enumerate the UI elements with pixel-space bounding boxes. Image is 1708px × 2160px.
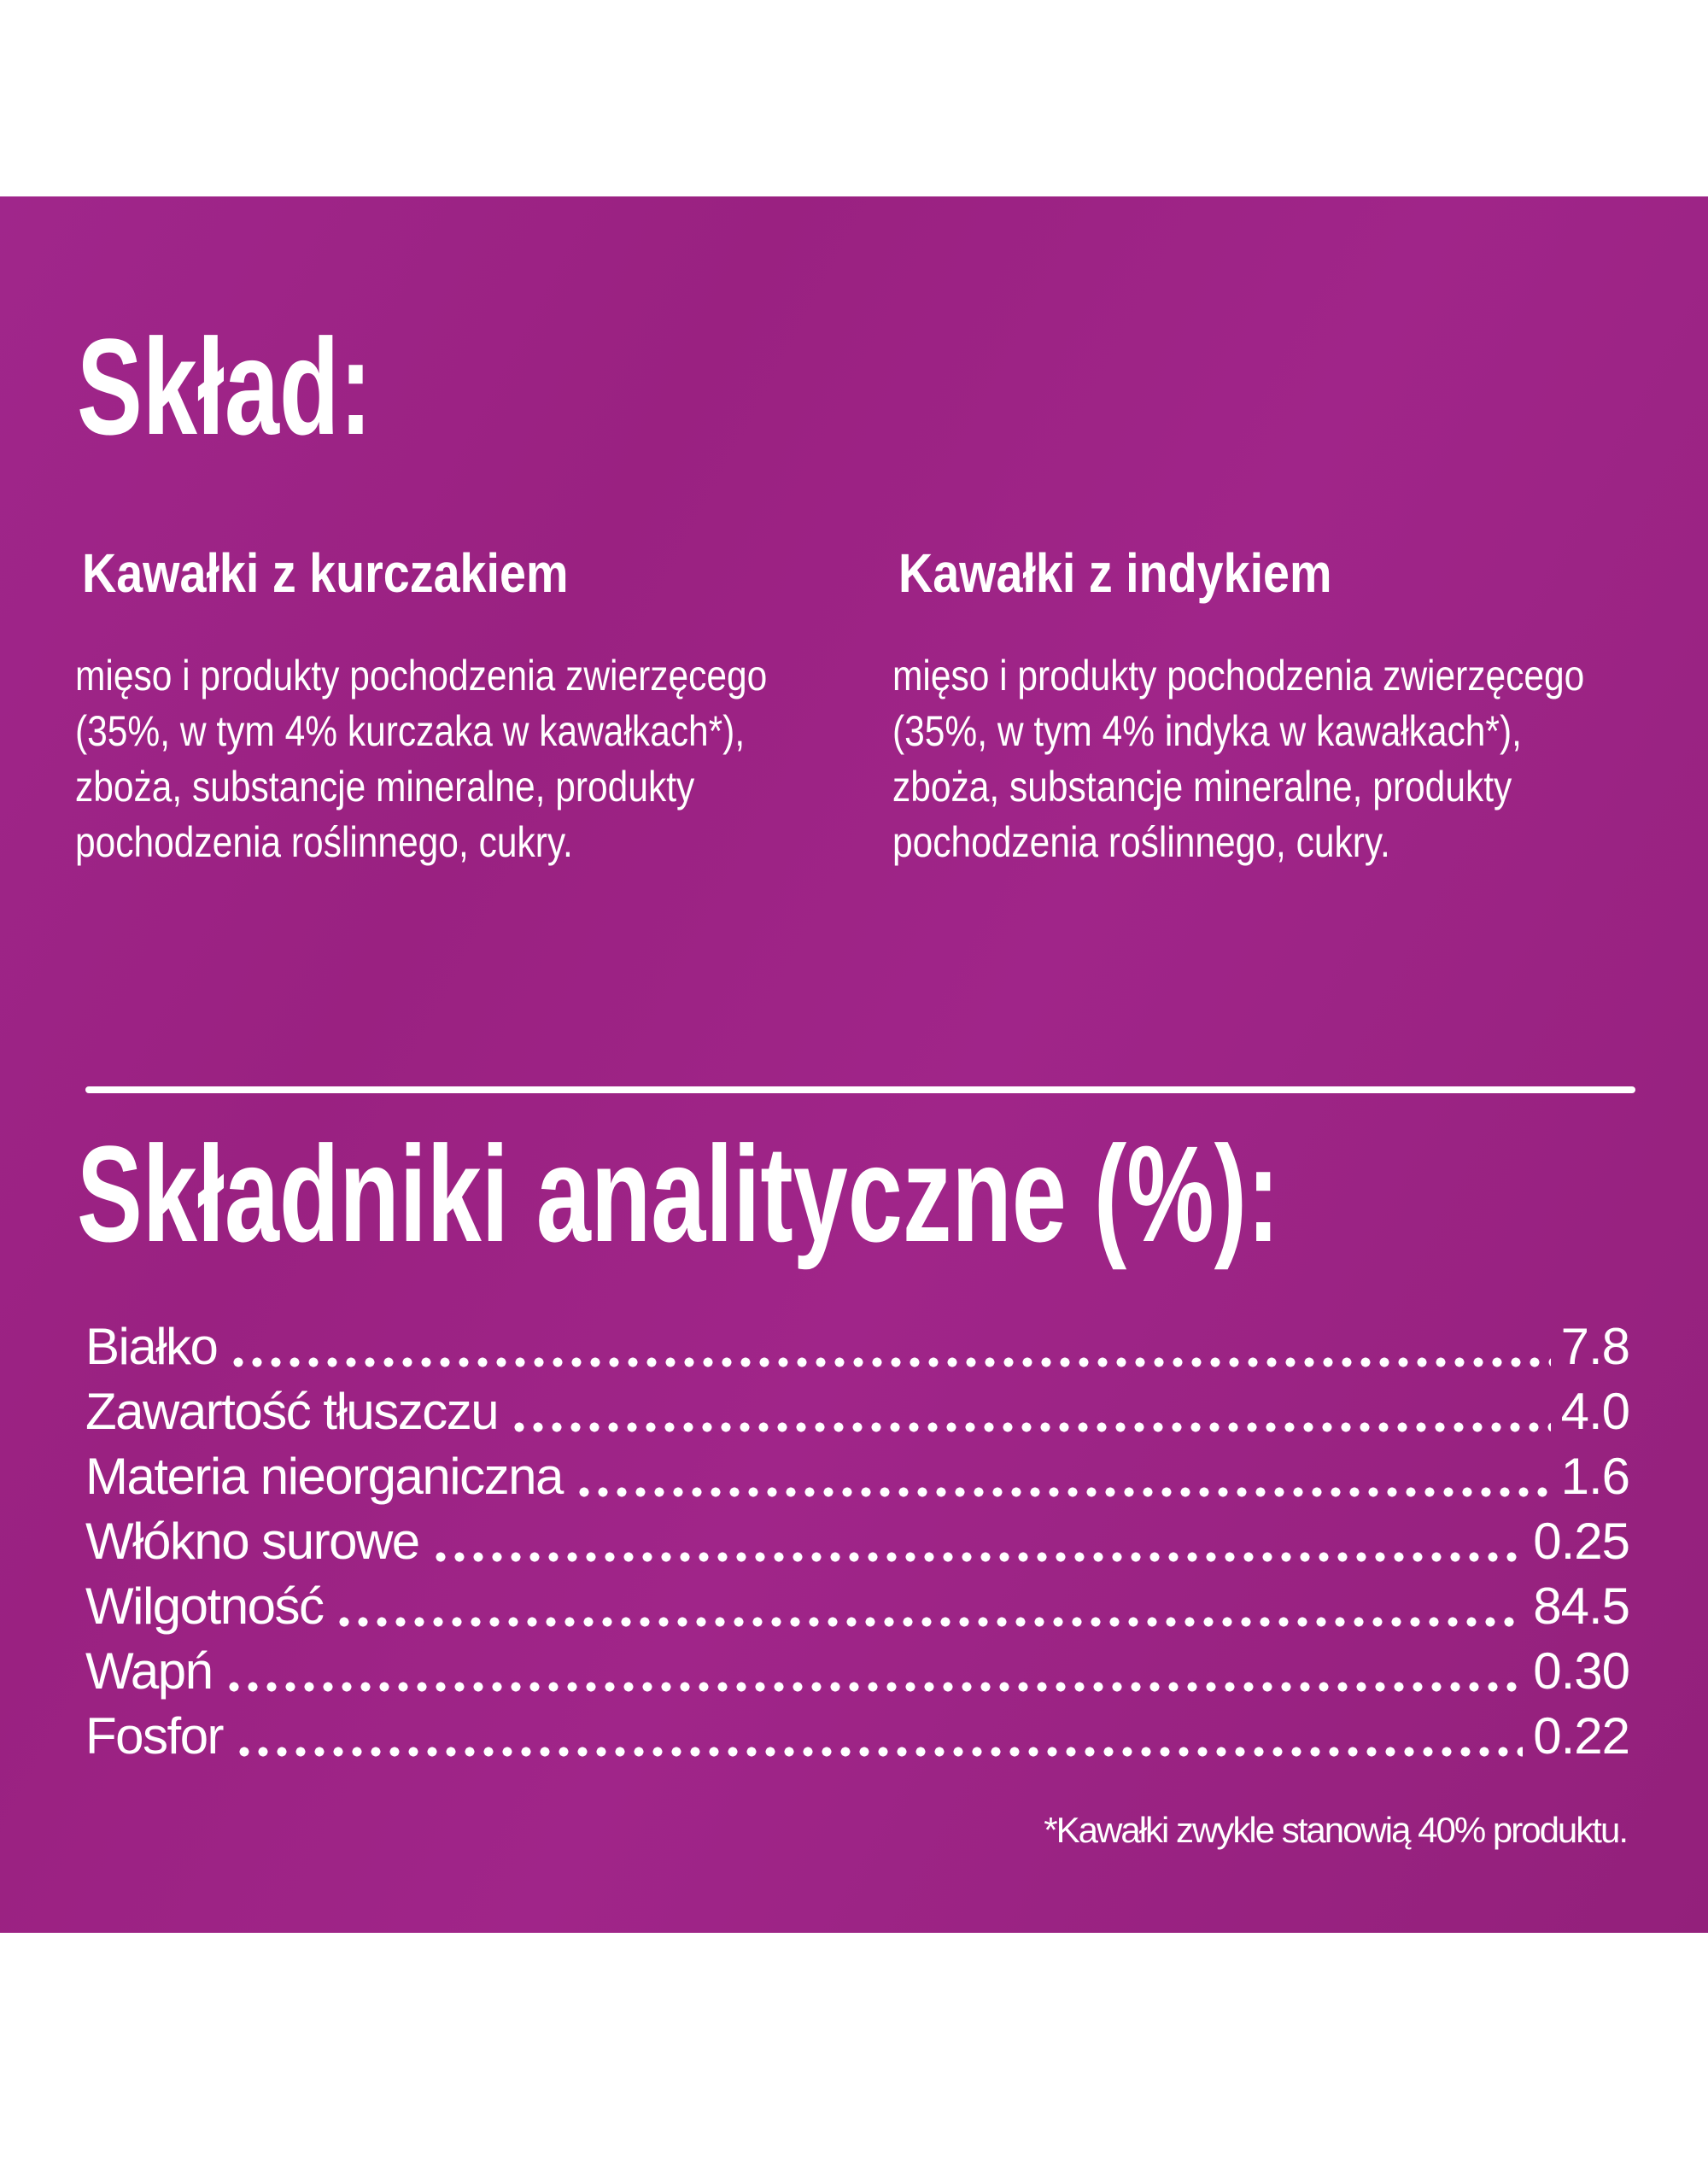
dot-leader	[574, 1444, 1551, 1509]
table-row: Fosfor 0.22	[85, 1704, 1630, 1769]
row-label: Materia nieorganiczna	[85, 1448, 564, 1505]
analytical-title: Składniki analityczne (%):	[77, 1117, 1280, 1270]
row-value: 4.0	[1560, 1383, 1630, 1440]
chunks-footnote: *Kawałki zwykle stanowią 40% produktu.	[1044, 1810, 1629, 1850]
row-value: 84.5	[1533, 1578, 1630, 1635]
analytical-table: Białko 7.8 Zawartość tłuszczu 4.0 Materi…	[85, 1314, 1630, 1769]
row-value: 1.6	[1560, 1448, 1630, 1505]
dot-leader	[510, 1379, 1551, 1444]
table-row: Białko 7.8	[85, 1314, 1630, 1379]
table-row: Zawartość tłuszczu 4.0	[85, 1379, 1630, 1444]
dot-leader	[430, 1509, 1524, 1574]
row-label: Białko	[85, 1318, 219, 1375]
dot-leader	[235, 1704, 1524, 1769]
ingredients-title: Skład:	[77, 310, 372, 463]
dot-leader	[335, 1574, 1524, 1639]
table-row: Wapń 0.30	[85, 1639, 1630, 1704]
magenta-panel: Skład: Kawałki z kurczakiem Kawałki z in…	[0, 196, 1708, 1933]
table-row: Włókno surowe 0.25	[85, 1509, 1630, 1574]
row-label: Włókno surowe	[85, 1513, 420, 1570]
row-label: Zawartość tłuszczu	[85, 1383, 500, 1440]
row-label: Wilgotność	[85, 1578, 325, 1635]
row-value: 0.25	[1533, 1513, 1630, 1570]
ingredients-text-chicken: mięso i produkty pochodzenia zwierzęcego…	[75, 652, 768, 866]
dot-leader	[224, 1639, 1524, 1704]
row-value: 0.22	[1533, 1707, 1630, 1765]
row-value: 7.8	[1560, 1318, 1630, 1375]
table-row: Wilgotność 84.5	[85, 1574, 1630, 1639]
row-value: 0.30	[1533, 1642, 1630, 1700]
section-divider	[85, 1086, 1635, 1093]
variant-heading-chicken: Kawałki z kurczakiem	[82, 542, 569, 604]
ingredients-text-turkey: mięso i produkty pochodzenia zwierzęcego…	[892, 652, 1585, 866]
row-label: Fosfor	[85, 1707, 225, 1765]
table-row: Materia nieorganiczna 1.6	[85, 1444, 1630, 1509]
row-label: Wapń	[85, 1642, 214, 1700]
dot-leader	[229, 1314, 1551, 1379]
variant-heading-turkey: Kawałki z indykiem	[898, 542, 1332, 604]
